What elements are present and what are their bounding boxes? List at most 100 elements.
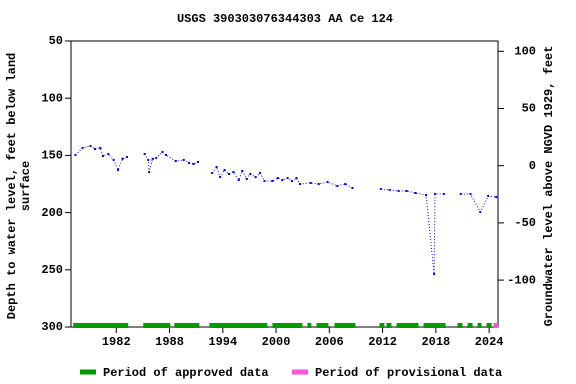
data-point: [99, 146, 102, 149]
data-point: [215, 165, 218, 168]
x-tick-label: 2018: [421, 335, 450, 349]
data-point: [433, 192, 436, 195]
data-point: [442, 192, 445, 195]
data-point: [249, 173, 252, 176]
data-point: [188, 161, 191, 164]
data-point: [147, 158, 150, 161]
data-point: [479, 211, 482, 214]
data-point: [351, 187, 354, 190]
data-point: [151, 157, 154, 160]
data-point: [211, 172, 214, 175]
data-point: [336, 184, 339, 187]
data-point: [148, 170, 151, 173]
data-point: [495, 196, 498, 199]
data-period: [493, 323, 498, 328]
data-point: [487, 195, 490, 198]
data-point: [125, 156, 128, 159]
x-tick-label: 1982: [102, 335, 131, 349]
data-point: [121, 157, 124, 160]
y-axis-label: Depth to water level, feet below land: [5, 53, 19, 319]
y-tick-label: 100: [41, 91, 63, 105]
y-tick-label: 250: [41, 263, 63, 277]
data-period: [174, 323, 200, 328]
legend-label: Period of approved data: [103, 366, 269, 380]
series-line: [75, 145, 497, 275]
data-period: [334, 323, 356, 328]
data-point: [317, 183, 320, 185]
data-period: [272, 323, 303, 328]
data-point: [112, 158, 115, 161]
data-period: [143, 323, 171, 328]
data-period: [486, 323, 492, 328]
x-tick-label: 2012: [368, 335, 397, 349]
x-tick-label: 1988: [155, 335, 184, 349]
data-point: [182, 158, 185, 161]
data-point: [263, 180, 266, 183]
data-point: [93, 147, 96, 150]
data-point: [164, 153, 167, 156]
data-point: [196, 161, 199, 164]
x-tick-label: 2024: [475, 335, 504, 349]
x-tick-label: 2000: [262, 335, 291, 349]
data-point: [469, 192, 472, 195]
x-tick-label: 2006: [315, 335, 344, 349]
data-point: [425, 193, 428, 196]
y2-tick-label: -100: [507, 273, 536, 287]
data-point: [232, 170, 235, 173]
x-tick-label: 1994: [208, 335, 237, 349]
data-point: [107, 153, 110, 156]
data-point: [281, 178, 284, 181]
data-point: [228, 173, 231, 176]
y2-axis-label: Groundwater level above NGVD 1929, feet: [542, 46, 556, 327]
data-point: [433, 273, 436, 276]
data-point: [117, 169, 120, 172]
data-point: [295, 177, 298, 180]
y-tick-label: 150: [41, 149, 63, 163]
data-period: [307, 323, 312, 328]
data-point: [89, 145, 92, 148]
data-period: [477, 323, 482, 328]
data-period: [396, 323, 419, 328]
data-point: [388, 188, 391, 191]
data-point: [174, 160, 177, 163]
data-point: [309, 181, 312, 184]
data-point: [271, 180, 274, 183]
data-point: [155, 157, 158, 160]
plot-frame: [70, 40, 499, 328]
data-period: [316, 323, 329, 328]
data-point: [245, 177, 248, 180]
data-period: [73, 323, 129, 328]
data-point: [459, 192, 462, 195]
data-period: [457, 323, 463, 328]
data-point: [379, 188, 382, 191]
data-point: [259, 172, 262, 175]
data-point: [254, 176, 257, 179]
data-point: [326, 181, 329, 184]
data-point: [291, 180, 294, 183]
data-point: [397, 189, 400, 192]
y2-tick-label: -50: [514, 216, 536, 230]
data-point: [286, 177, 289, 180]
data-point: [101, 154, 104, 157]
data-point: [299, 183, 302, 185]
y-tick-label: 50: [49, 34, 63, 48]
data-point: [219, 176, 222, 179]
data-point: [143, 153, 146, 156]
y-tick-label: 300: [41, 320, 63, 334]
data-point: [405, 189, 408, 192]
data-point: [161, 150, 164, 153]
legend-label: Period of provisional data: [315, 366, 502, 380]
data-period: [386, 323, 392, 328]
data-point: [223, 169, 226, 172]
data-point: [241, 169, 244, 172]
data-point: [414, 192, 417, 195]
data-period: [423, 323, 446, 328]
data-point: [237, 178, 240, 181]
y2-tick-label: 50: [522, 102, 536, 116]
data-point: [192, 162, 195, 165]
data-period: [209, 323, 268, 328]
y2-tick-label: 0: [529, 159, 536, 173]
chart-title: USGS 390303076344303 AA Ce 124: [177, 12, 393, 26]
data-period: [467, 323, 473, 328]
